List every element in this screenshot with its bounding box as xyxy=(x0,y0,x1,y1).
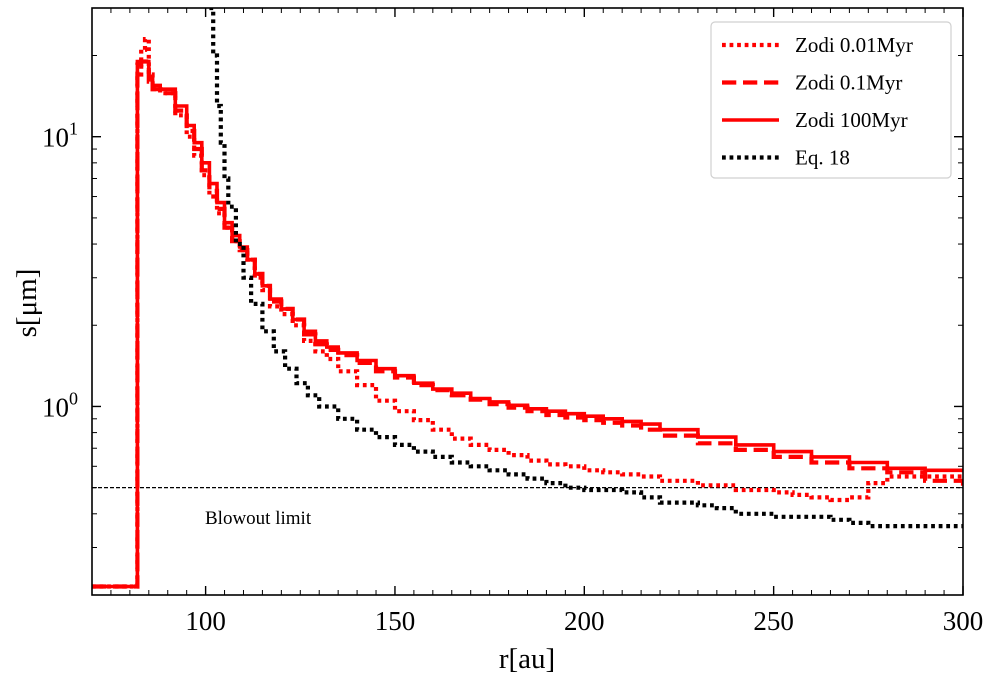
series-line-zodi-0-01myr xyxy=(92,37,963,589)
legend-box xyxy=(710,21,952,179)
legend: Zodi 0.01Myr Zodi 0.1Myr Zodi 100Myr Eq. 18 xyxy=(710,21,952,179)
y-axis-label: s[μm] xyxy=(11,269,43,338)
series-line-zodi-100myr xyxy=(92,59,963,589)
x-tick-label: 250 xyxy=(753,606,794,636)
legend-label: Zodi 0.1Myr xyxy=(795,71,902,95)
series-line-zodi-0-1myr xyxy=(92,59,963,589)
x-tick-label: 100 xyxy=(185,606,226,636)
x-tick-label: 200 xyxy=(564,606,605,636)
legend-label: Zodi 0.01Myr xyxy=(795,33,913,57)
x-tick-label: 300 xyxy=(943,606,984,636)
blowout-label: Blowout limit xyxy=(205,508,312,529)
legend-label: Zodi 100Myr xyxy=(795,108,908,132)
legend-label: Eq. 18 xyxy=(795,146,850,170)
x-tick-label: 150 xyxy=(375,606,416,636)
series-group xyxy=(92,8,963,589)
series-line-eq-18 xyxy=(209,8,963,529)
x-axis-label: r[au] xyxy=(499,643,555,675)
